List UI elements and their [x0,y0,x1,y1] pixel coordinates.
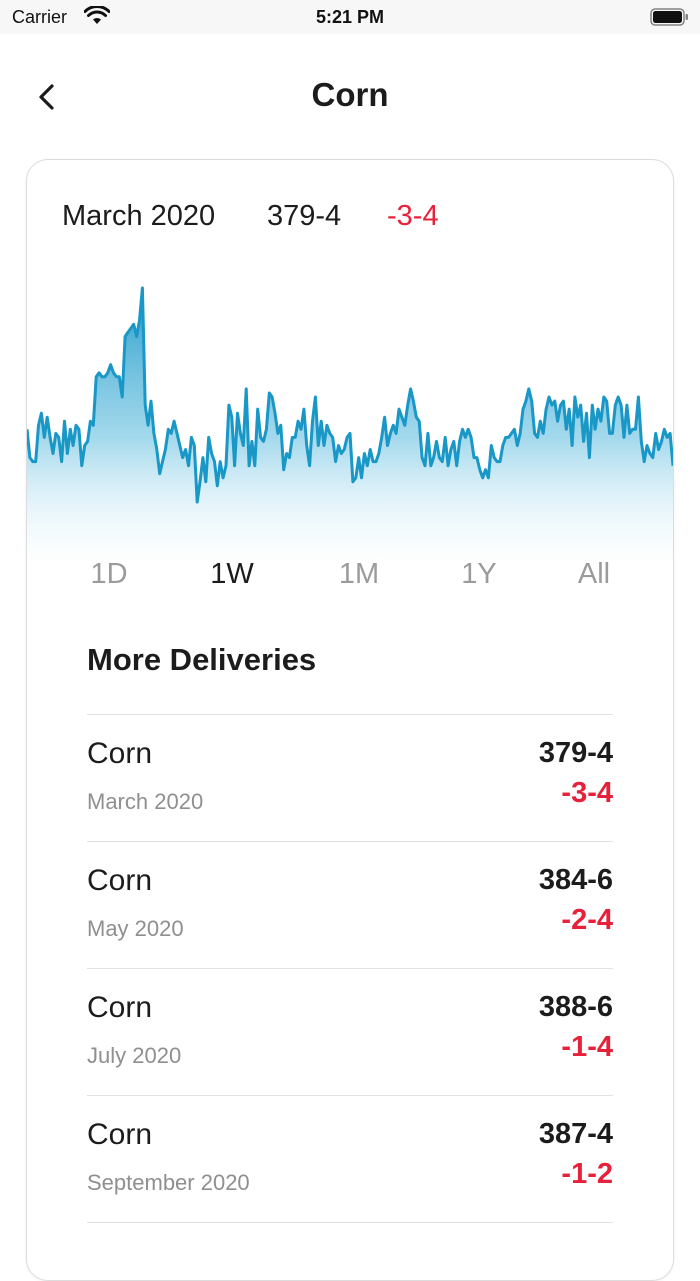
section-title: More Deliveries [87,642,317,677]
item-price: 388-6 [538,991,613,1023]
list-item[interactable]: Corn May 2020 384-6 -2-4 [87,841,613,968]
item-change: -2-4 [561,904,613,936]
status-bar: Carrier 5:21 PM [0,0,700,34]
item-name: Corn [87,737,153,770]
battery-icon [650,8,690,31]
back-button[interactable] [30,78,66,116]
page-title: Corn [311,76,389,113]
list-divider [87,1222,613,1224]
item-change: -3-4 [561,777,613,809]
item-change: -1-4 [561,1031,613,1063]
list-item[interactable]: Corn March 2020 379-4 -3-4 [87,714,613,841]
chart-area [27,288,673,560]
quote-change: -3-4 [387,200,439,232]
quote-month: March 2020 [62,200,216,232]
item-name: Corn [87,864,153,897]
item-price: 384-6 [538,864,613,896]
item-change: -1-2 [561,1158,613,1190]
status-time: 5:21 PM [315,7,385,27]
quote-card: March 2020 379-4 -3-4 1D 1W 1M 1Y All Mo… [26,159,674,1281]
list-item[interactable]: Corn July 2020 388-6 -1-4 [87,968,613,1095]
item-price: 387-4 [538,1118,613,1150]
price-chart[interactable] [27,260,673,560]
range-selector: 1D 1W 1M 1Y All [27,558,673,598]
item-price: 379-4 [538,737,613,769]
item-month: May 2020 [87,916,184,941]
range-tab-1m[interactable]: 1M [338,558,380,590]
item-month: July 2020 [87,1043,182,1068]
chart-line [27,286,673,504]
chevron-left-icon [39,84,54,110]
range-tab-1y[interactable]: 1Y [461,558,497,590]
deliveries-list: Corn March 2020 379-4 -3-4 Corn May 2020… [87,714,613,1224]
item-name: Corn [87,991,153,1024]
range-tab-all[interactable]: All [577,558,611,590]
list-item[interactable]: Corn September 2020 387-4 -1-2 [87,1095,613,1222]
range-tab-1d[interactable]: 1D [90,558,128,590]
carrier-label: Carrier [12,7,68,27]
item-month: September 2020 [87,1170,250,1195]
wifi-icon [83,5,111,31]
quote-price: 379-4 [267,200,342,232]
item-month: March 2020 [87,789,204,814]
item-name: Corn [87,1118,153,1151]
range-tab-1w[interactable]: 1W [210,558,254,590]
